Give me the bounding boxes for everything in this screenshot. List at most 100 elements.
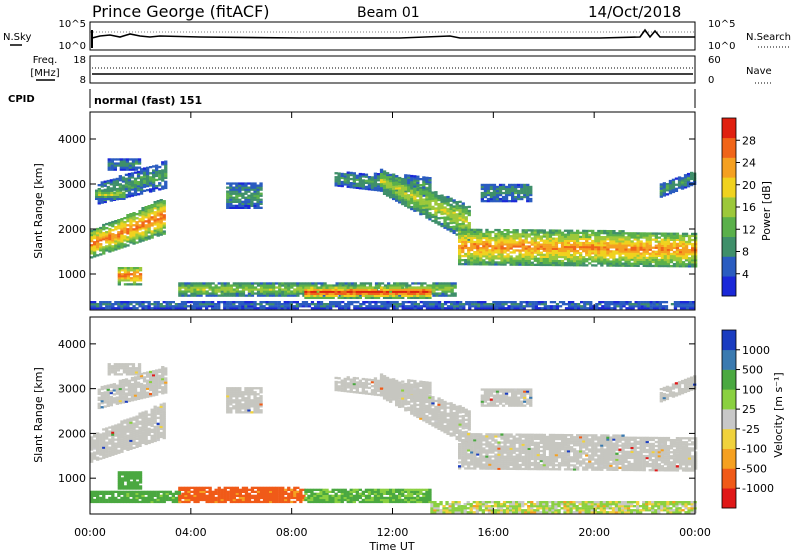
heatmap-cell bbox=[449, 230, 453, 233]
heatmap-cell bbox=[533, 251, 537, 254]
heatmap-cell bbox=[539, 239, 543, 242]
heatmap-cell bbox=[305, 284, 309, 287]
heatmap-cell bbox=[389, 177, 393, 181]
heatmap-cell bbox=[506, 253, 510, 256]
heatmap-cell bbox=[548, 249, 553, 252]
heatmap-cell bbox=[195, 301, 200, 304]
heatmap-cell bbox=[514, 200, 518, 203]
heatmap-cell bbox=[382, 294, 387, 297]
heatmap-cell bbox=[504, 191, 509, 195]
heatmap-cell bbox=[349, 294, 353, 297]
heatmap-cell bbox=[126, 283, 131, 286]
heatmap-cell bbox=[226, 206, 230, 209]
heatmap-cell bbox=[141, 427, 145, 430]
heatmap-cell bbox=[129, 303, 133, 306]
heatmap-cell bbox=[343, 290, 347, 293]
heatmap-cell bbox=[96, 456, 100, 459]
heatmap-cell bbox=[392, 193, 396, 196]
heatmap-cell bbox=[633, 258, 637, 261]
heatmap-cell bbox=[93, 447, 97, 450]
heatmap-cell bbox=[514, 195, 518, 199]
heatmap-cell bbox=[168, 307, 172, 310]
heatmap-cell bbox=[108, 434, 112, 437]
heatmap-cell bbox=[434, 221, 438, 224]
heatmap-cell bbox=[690, 173, 694, 177]
heatmap-cell bbox=[506, 233, 510, 236]
heatmap-cell bbox=[401, 290, 405, 293]
heatmap-cell bbox=[591, 252, 595, 255]
heatmap-cell bbox=[504, 185, 509, 189]
heatmap-cell bbox=[199, 282, 203, 285]
heatmap-cell bbox=[96, 248, 100, 251]
heatmap-cell bbox=[135, 443, 139, 446]
heatmap-cell bbox=[274, 301, 278, 304]
heatmap-cell bbox=[458, 214, 462, 218]
heatmap-cell bbox=[322, 286, 326, 289]
heatmap-cell bbox=[108, 305, 112, 308]
heatmap-cell bbox=[464, 220, 468, 223]
heatmap-cell bbox=[117, 441, 121, 444]
heatmap-cell bbox=[577, 303, 581, 306]
heatmap-cell bbox=[419, 190, 423, 194]
heatmap-cell bbox=[153, 405, 157, 408]
heatmap-cell bbox=[446, 212, 450, 215]
heatmap-cell bbox=[232, 188, 236, 191]
heatmap-cell bbox=[135, 419, 139, 422]
heatmap-cell bbox=[392, 187, 396, 190]
heatmap-cell bbox=[162, 402, 166, 405]
heatmap-cell bbox=[110, 193, 114, 196]
heatmap-cell bbox=[250, 200, 254, 203]
heatmap-cell bbox=[557, 231, 562, 234]
heatmap-cell bbox=[114, 244, 118, 247]
heatmap-cell bbox=[480, 307, 484, 310]
heatmap-cell bbox=[648, 240, 652, 243]
heatmap-cell bbox=[126, 418, 130, 421]
heatmap-cell bbox=[379, 174, 384, 178]
heatmap-cell bbox=[631, 305, 635, 308]
heatmap-cell bbox=[310, 307, 315, 310]
heatmap-cell bbox=[127, 385, 132, 388]
heatmap-cell bbox=[657, 264, 661, 268]
heatmap-cell bbox=[152, 175, 156, 178]
heatmap-cell bbox=[604, 303, 608, 306]
heatmap-cell bbox=[633, 238, 637, 241]
heatmap-cell bbox=[624, 258, 628, 261]
heatmap-cell bbox=[682, 303, 687, 306]
heatmap-cell bbox=[117, 423, 121, 426]
heatmap-cell bbox=[545, 257, 550, 260]
heatmap-cell bbox=[97, 406, 101, 410]
heatmap-cell bbox=[497, 241, 501, 244]
heatmap-cell bbox=[100, 185, 104, 188]
heatmap-cell bbox=[456, 301, 460, 304]
heatmap-cell bbox=[601, 301, 605, 304]
heatmap-cell bbox=[269, 282, 273, 285]
heatmap-cell bbox=[461, 208, 465, 211]
heatmap-cell bbox=[156, 428, 160, 432]
heatmap-cell bbox=[551, 237, 556, 240]
heatmap-cell bbox=[410, 193, 414, 197]
heatmap-cell bbox=[385, 176, 390, 179]
heatmap-cell bbox=[419, 305, 423, 308]
heatmap-cell bbox=[663, 232, 667, 235]
heatmap-cell bbox=[127, 187, 132, 190]
heatmap-cell bbox=[419, 292, 423, 295]
heatmap-cell bbox=[138, 226, 142, 229]
heatmap-cell bbox=[102, 303, 106, 306]
heatmap-cell bbox=[187, 286, 191, 289]
heatmap-cell bbox=[668, 179, 673, 183]
heatmap-cell bbox=[594, 260, 598, 263]
heatmap-cell bbox=[509, 239, 513, 242]
heatmap-cell bbox=[244, 286, 249, 289]
heatmap-cell bbox=[316, 294, 320, 297]
heatmap-cell bbox=[93, 228, 97, 232]
heatmap-cell bbox=[144, 226, 148, 229]
heatmap-cell bbox=[470, 255, 474, 258]
heatmap-cell bbox=[385, 294, 390, 297]
heatmap-cell bbox=[662, 192, 666, 195]
heatmap-cell bbox=[428, 301, 433, 304]
heatmap-cell bbox=[616, 305, 620, 308]
heatmap-cell bbox=[99, 231, 103, 234]
heatmap-cell bbox=[444, 288, 448, 291]
heatmap-cell bbox=[100, 181, 104, 184]
